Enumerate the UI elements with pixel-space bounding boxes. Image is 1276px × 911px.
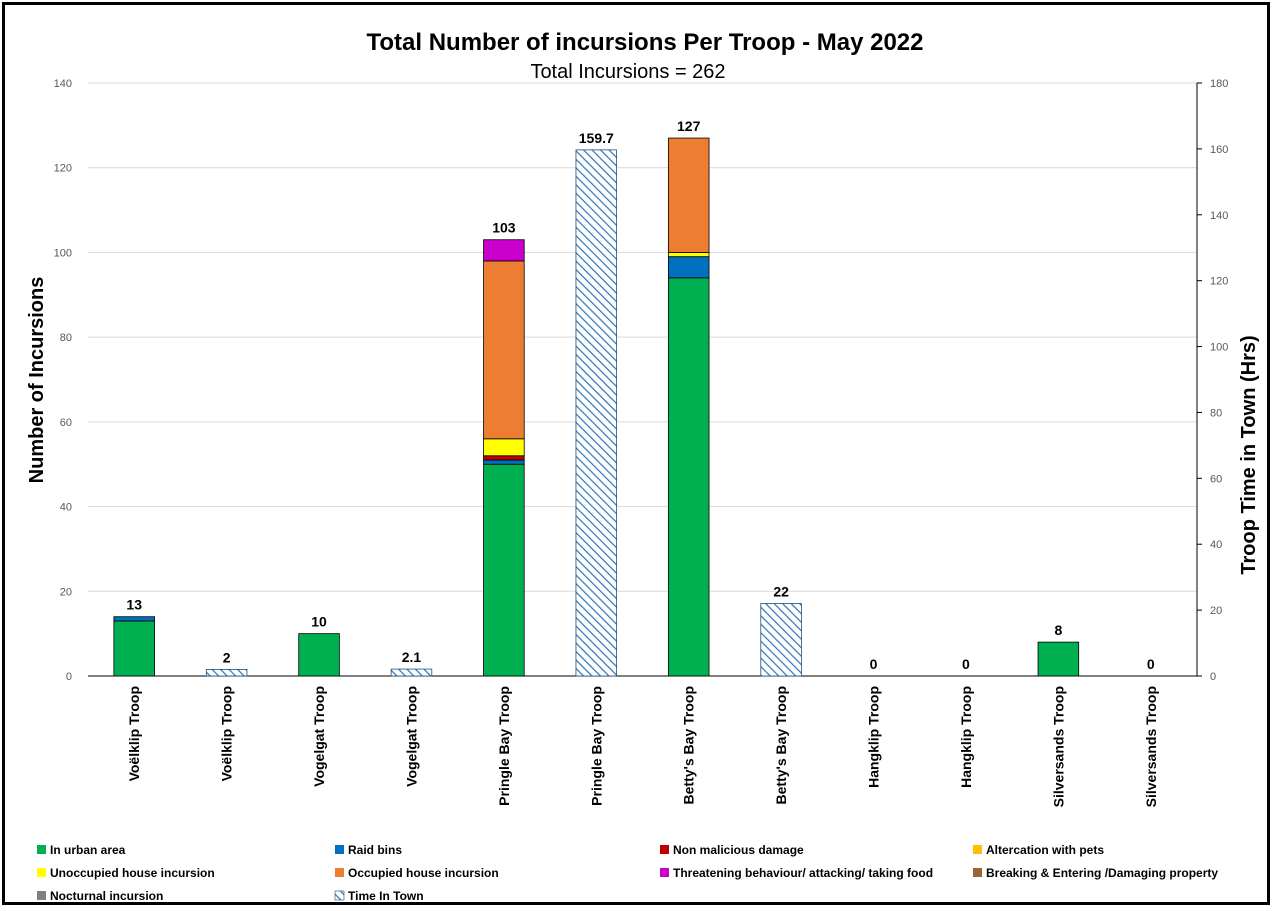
bar-segment (483, 463, 525, 677)
x-category-label: Silversands Troop (1143, 686, 1159, 807)
axis-ticks: 0204060801001201400204060801001201401601… (54, 78, 1229, 683)
bar-segment (298, 633, 340, 677)
y2-tick-label: 180 (1210, 78, 1228, 90)
stack-total-label: 13 (126, 597, 142, 613)
y2-tick-label: 40 (1210, 539, 1222, 551)
bar-segment (483, 260, 525, 440)
time-in-town-bar (760, 603, 802, 677)
bar-segment (667, 137, 710, 253)
y-tick-label: 40 (60, 502, 72, 514)
time-in-town-label: 0 (962, 656, 970, 672)
x-category-label: Hangklip Troop (958, 686, 974, 788)
legend-swatch (37, 891, 46, 900)
y2-tick-label: 100 (1210, 342, 1228, 354)
legend-swatch (335, 845, 344, 854)
bar-segment (113, 616, 155, 622)
time-in-town-label: 22 (773, 584, 789, 600)
y-tick-label: 0 (66, 671, 72, 683)
y2-axis-title: Troop Time in Town (Hrs) (1238, 335, 1260, 574)
x-category-label: Voëlklip Troop (219, 686, 235, 781)
y2-tick-label: 60 (1210, 473, 1222, 485)
y-tick-label: 20 (60, 586, 72, 598)
category-labels: Voëlklip Troop Voëlklip Troop Vogelgat Tro… (126, 686, 1159, 807)
stack-total-label: 8 (1054, 622, 1062, 638)
legend-swatch (37, 868, 46, 877)
y2-tick-label: 20 (1210, 605, 1222, 617)
y-tick-label: 140 (54, 78, 72, 90)
legend-label: In urban area (50, 843, 126, 857)
legend-swatch (660, 868, 669, 877)
y-tick-label: 100 (54, 247, 72, 259)
time-in-town-label: 0 (1147, 656, 1155, 672)
time-in-town-bar (575, 149, 618, 677)
bar-segment (483, 438, 525, 457)
x-category-label: Pringle Bay Troop (588, 686, 604, 806)
legend-label: Nocturnal incursion (50, 889, 163, 903)
stack-total-label: 127 (677, 118, 701, 134)
legend-label: Unoccupied house incursion (50, 866, 215, 880)
legend-swatch (973, 868, 982, 877)
stack-total-label: 0 (870, 656, 878, 672)
gridlines (88, 82, 1197, 592)
bars (113, 137, 1080, 677)
legend-swatch (334, 890, 345, 901)
legend-label: Altercation with pets (986, 843, 1104, 857)
bar-segment (113, 620, 155, 677)
x-category-label: Betty's Bay Troop (773, 686, 789, 804)
bar-segment (1037, 641, 1080, 677)
bar-segment (667, 277, 710, 677)
x-category-label: Pringle Bay Troop (496, 686, 512, 806)
y2-tick-label: 0 (1210, 671, 1216, 683)
y2-tick-label: 140 (1210, 210, 1228, 222)
x-category-label: Vogelgat Troop (403, 686, 419, 787)
legend-label: Threatening behaviour/ attacking/ taking… (673, 866, 933, 880)
data-labels: 13 10 103 127 0 8 2 2.1 159.7 22 0 0 (126, 118, 1154, 672)
y-tick-label: 120 (54, 163, 72, 175)
y2-tick-label: 120 (1210, 276, 1228, 288)
legend-label: Breaking & Entering /Damaging property (986, 866, 1218, 880)
time-in-town-bar (205, 669, 248, 677)
time-in-town-label: 2.1 (402, 649, 422, 665)
x-category-label: Hangklip Troop (866, 686, 882, 788)
time-in-town-label: 2 (223, 649, 231, 665)
bar-segment (483, 239, 525, 262)
x-category-label: Voëlklip Troop (126, 686, 142, 781)
bar-segment (483, 455, 525, 461)
legend-swatch (973, 845, 982, 854)
stack-total-label: 10 (311, 614, 327, 630)
legend: In urban area Raid bins Non malicious dama… (37, 843, 1218, 903)
x-category-label: Vogelgat Troop (311, 686, 327, 787)
legend-label: Occupied house incursion (348, 866, 499, 880)
chart-subtitle: Total Incursions = 262 (530, 61, 725, 83)
bar-segment (483, 459, 525, 465)
legend-swatch (660, 845, 669, 854)
legend-label: Time In Town (348, 889, 424, 903)
legend-swatch (37, 845, 46, 854)
y2-tick-label: 160 (1210, 144, 1228, 156)
y2-tick-label: 80 (1210, 407, 1222, 419)
y-axis-title: Number of Incursions (26, 277, 48, 484)
time-in-town-bar (390, 668, 433, 677)
chart-title: Total Number of incursions Per Troop - M… (366, 29, 923, 56)
y-tick-label: 80 (60, 332, 72, 344)
y-tick-label: 60 (60, 417, 72, 429)
legend-swatch (335, 868, 344, 877)
time-in-town-label: 159.7 (579, 130, 614, 146)
x-category-label: Betty's Bay Troop (681, 686, 697, 804)
legend-label: Raid bins (348, 843, 402, 857)
x-category-label: Silversands Troop (1050, 686, 1066, 807)
bar-segment (667, 256, 710, 279)
bar-segment (667, 252, 710, 258)
stack-total-label: 103 (492, 220, 516, 236)
legend-label: Non malicious damage (673, 843, 804, 857)
